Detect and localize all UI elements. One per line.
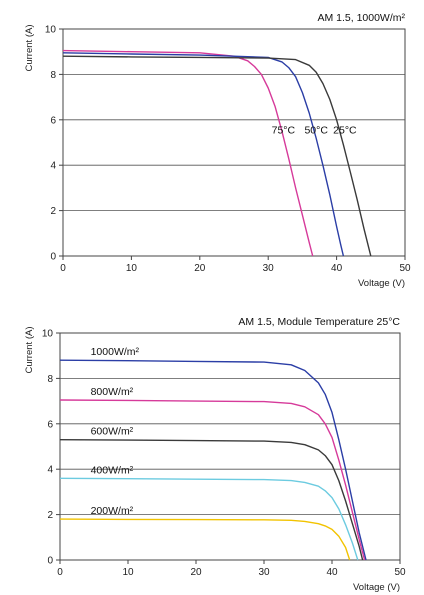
x-tick-label: 0 [57,567,63,578]
series-line-0 [62,49,314,257]
y-axis-label: Current (A) [24,25,35,72]
x-tick-label: 0 [60,263,66,274]
series-line-4 [59,518,351,561]
x-tick-label: 20 [194,263,206,274]
series-line-0 [59,359,367,561]
condition-annotation: AM 1.5, Module Temperature 25°C [238,316,400,328]
x-tick-label: 50 [394,567,406,578]
series-line-1 [59,399,366,561]
series-label-2: 600W/m² [91,426,134,438]
x-tick-label: 50 [399,263,411,274]
y-tick-label: 10 [45,25,57,36]
y-tick-label: 8 [47,374,53,385]
x-tick-label: 30 [263,263,275,274]
y-tick-label: 0 [47,556,53,567]
x-tick-label: 40 [331,263,343,274]
x-axis-label: Voltage (V) [353,582,400,593]
series-label-0: 1000W/m² [91,346,140,358]
x-tick-label: 10 [122,567,134,578]
series-line-3 [59,477,359,561]
y-tick-label: 4 [47,465,53,476]
y-tick-label: 8 [50,70,56,81]
y-tick-label: 2 [47,510,53,521]
x-tick-label: 20 [190,567,202,578]
series-line-2 [62,55,372,257]
series-label-1: 50°C [304,124,328,136]
chart-temperature: 0 2 4 6 8 10 0 10 20 30 40 50 Voltage (V) Current (A)… [24,12,411,289]
series-label-0: 75°C [272,124,296,136]
y-axis-label: Current (A) [24,327,35,374]
y-tick-label: 2 [50,206,56,217]
x-tick-label: 10 [126,263,138,274]
series-line-1 [62,52,345,257]
series-label-2: 25°C [333,124,357,136]
y-tick-label: 10 [42,329,54,340]
x-tick-label: 40 [326,567,338,578]
series-label-4: 200W/m² [91,505,134,517]
series-line-2 [59,439,364,561]
y-tick-label: 0 [50,252,56,263]
condition-annotation: AM 1.5, 1000W/m² [317,12,405,24]
plot-frame [62,28,406,257]
y-tick-label: 4 [50,161,56,172]
x-tick-label: 30 [258,567,270,578]
y-tick-label: 6 [47,419,53,430]
y-tick-label: 6 [50,115,56,126]
chart-irradiance: 0 2 4 6 8 10 0 10 20 30 40 50 Voltage (V) Current (A)… [24,316,406,593]
series-label-3: 400W/m² [91,464,134,476]
x-axis-label: Voltage (V) [358,278,405,289]
series-label-1: 800W/m² [91,386,134,398]
plot-frame [59,332,401,561]
